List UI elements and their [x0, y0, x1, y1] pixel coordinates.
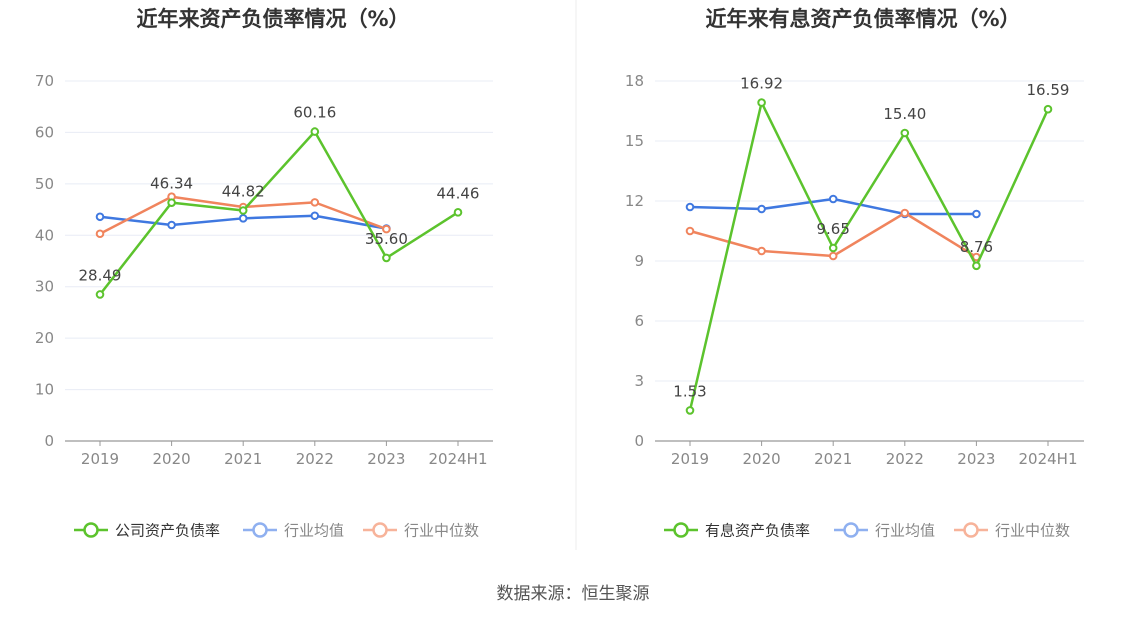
legend-marker: [372, 522, 388, 538]
data-point[interactable]: [453, 208, 463, 217]
data-point[interactable]: [828, 243, 838, 253]
data-point[interactable]: [685, 202, 695, 212]
legend-item[interactable]: 有息资产负债率: [664, 522, 810, 540]
legend-marker: [252, 522, 268, 538]
data-point[interactable]: [828, 251, 838, 261]
legend-marker: [83, 522, 99, 538]
legend-item[interactable]: 行业中位数: [954, 522, 1070, 540]
data-label: 28.49: [79, 266, 122, 284]
data-point[interactable]: [167, 220, 176, 230]
x-tick-label: 2024H1: [1019, 450, 1078, 468]
x-tick-label: 2023: [367, 450, 405, 468]
data-point[interactable]: [310, 198, 320, 207]
legend-label: 有息资产负债率: [705, 522, 810, 540]
data-label: 8.76: [960, 238, 993, 256]
data-label: 44.46: [437, 184, 480, 202]
legend-item[interactable]: 行业均值: [243, 522, 344, 540]
data-point[interactable]: [972, 209, 981, 219]
y-tick-label: 10: [35, 381, 54, 399]
y-tick-label: 6: [634, 312, 644, 330]
data-point[interactable]: [685, 226, 695, 236]
y-tick-label: 20: [35, 329, 54, 347]
data-point[interactable]: [167, 198, 176, 207]
legend-marker: [963, 522, 979, 538]
data-label: 1.53: [673, 382, 706, 400]
data-label: 35.60: [365, 230, 408, 248]
y-tick-label: 40: [35, 226, 54, 244]
data-source: 数据来源：恒生聚源: [497, 584, 650, 604]
legend-marker: [843, 522, 859, 538]
data-label: 16.59: [1027, 81, 1070, 99]
legend-right: 有息资产负债率 行业均值 行业中位数: [664, 522, 1070, 540]
series-line-0: [688, 101, 1050, 411]
chart-title-right: 近年来有息资产负债率情况（%）: [705, 7, 1020, 31]
x-tick-label: 2021: [224, 450, 262, 468]
y-tick-label: 50: [35, 175, 54, 193]
x-tick-label: 2019: [671, 450, 709, 468]
data-point[interactable]: [900, 208, 910, 218]
legend-item[interactable]: 行业中位数: [363, 522, 479, 540]
data-point[interactable]: [310, 211, 320, 221]
y-tick-label: 0: [44, 432, 54, 450]
data-point[interactable]: [382, 253, 391, 263]
data-point[interactable]: [900, 128, 910, 138]
data-point[interactable]: [757, 98, 766, 107]
legend-label: 行业均值: [284, 522, 344, 540]
y-tick-label: 3: [634, 372, 644, 390]
data-point[interactable]: [95, 212, 105, 222]
y-tick-label: 18: [625, 72, 644, 90]
x-tick-label: 2020: [153, 450, 191, 468]
data-point[interactable]: [310, 127, 320, 136]
chart-title-left: 近年来资产负债率情况（%）: [136, 7, 409, 31]
legend-marker: [673, 522, 689, 538]
y-tick-label: 30: [35, 278, 54, 296]
data-point[interactable]: [238, 214, 248, 223]
data-point[interactable]: [757, 204, 766, 214]
y-tick-label: 60: [35, 123, 54, 141]
data-point[interactable]: [1043, 104, 1053, 114]
x-tick-label: 2022: [886, 450, 924, 468]
data-point[interactable]: [95, 290, 105, 299]
data-point[interactable]: [95, 229, 105, 239]
data-point[interactable]: [972, 261, 981, 271]
y-tick-label: 15: [625, 132, 644, 150]
data-point[interactable]: [382, 224, 391, 234]
y-tick-label: 0: [634, 432, 644, 450]
legend-item[interactable]: 公司资产负债率: [74, 522, 220, 540]
legend-label: 行业中位数: [995, 522, 1070, 540]
series-line-0: [99, 130, 459, 296]
data-point[interactable]: [828, 194, 838, 204]
legend-label: 公司资产负债率: [115, 522, 220, 540]
x-tick-label: 2023: [957, 450, 995, 468]
x-tick-label: 2020: [743, 450, 781, 468]
x-tick-label: 2021: [814, 450, 852, 468]
data-label: 9.65: [816, 220, 849, 238]
debt-ratio-chart: 0 10 20 30 40 50 60 70 2019 2020 2021 2022 2023 2024H…: [35, 72, 493, 468]
data-label: 60.16: [293, 104, 336, 122]
data-label: 16.92: [740, 75, 783, 93]
data-label: 44.82: [222, 182, 265, 200]
interest-debt-ratio-chart: 0 3 6 9 12 15 18 2019 2020 2021 2022 2023 2024H1 1.53…: [625, 72, 1084, 468]
data-point[interactable]: [685, 406, 695, 415]
legend-item[interactable]: 行业均值: [834, 522, 935, 540]
data-point[interactable]: [238, 206, 248, 215]
x-tick-label: 2019: [81, 450, 119, 468]
data-label: 46.34: [150, 175, 193, 193]
legend-label: 行业均值: [875, 522, 935, 540]
y-tick-label: 9: [634, 252, 644, 270]
legend-left: 公司资产负债率 行业均值 行业中位数: [74, 522, 479, 540]
data-label: 15.40: [883, 105, 926, 123]
data-point[interactable]: [757, 246, 766, 256]
legend-label: 行业中位数: [404, 522, 479, 540]
x-tick-label: 2024H1: [429, 450, 488, 468]
x-tick-label: 2022: [296, 450, 334, 468]
y-tick-label: 12: [625, 192, 644, 210]
y-tick-label: 70: [35, 72, 54, 90]
